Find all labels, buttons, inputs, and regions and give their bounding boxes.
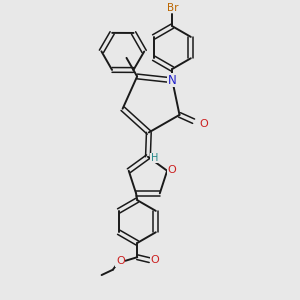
Text: O: O: [116, 256, 125, 266]
Text: H: H: [151, 153, 158, 163]
Text: O: O: [167, 165, 176, 175]
Text: Br: Br: [167, 3, 178, 13]
Text: N: N: [168, 74, 177, 87]
Text: O: O: [200, 119, 208, 129]
Text: O: O: [151, 255, 160, 265]
